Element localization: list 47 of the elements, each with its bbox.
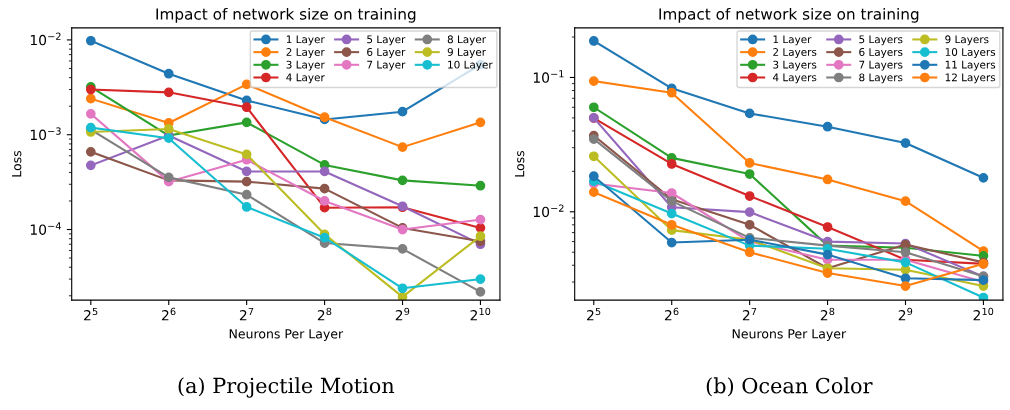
legend-label: 10 Layers	[945, 48, 996, 58]
legend-label: 5 Layers	[859, 35, 903, 46]
y-tick-label: 10$^{−3}$	[30, 127, 61, 141]
legend-label: 5 Layer	[367, 35, 406, 46]
y-tick-label: 10$^{−1}$	[533, 70, 564, 83]
x-tick-label: 2$^{9}$	[395, 307, 410, 321]
legend-label: 9 Layer	[447, 48, 487, 58]
x-tick-label: 2$^{6}$	[664, 307, 679, 321]
legend-label: 2 Layer	[286, 48, 325, 58]
legend-label: 3 Layers	[773, 60, 817, 71]
y-tick-label: 10$^{−2}$	[30, 32, 61, 46]
text: (b) Ocean Color	[706, 377, 873, 397]
chart-title: Impact of network size on training	[659, 7, 919, 23]
x-axis-title: Neurons Per Layer	[732, 329, 847, 341]
x-tick-label: 2$^{8}$	[820, 307, 835, 321]
legend-label: 7 Layer	[367, 60, 406, 71]
x-tick-label: 2$^{8}$	[317, 307, 332, 321]
y-tick-label: 10$^{−4}$	[30, 222, 61, 235]
legend-label: 8 Layer	[447, 35, 487, 46]
legend-label: 6 Layers	[859, 48, 903, 58]
legend-label: 2 Layers	[773, 48, 817, 58]
legend-label: 12 Layers	[945, 73, 996, 84]
x-tick-label: 2$^{9}$	[898, 307, 913, 321]
x-tick-label: 2$^{10}$	[973, 307, 994, 321]
legend-label: 9 Layers	[945, 35, 989, 46]
legend-label: 6 Layer	[367, 48, 406, 58]
x-tick-label: 2$^{10}$	[470, 307, 491, 321]
legend-label: 1 Layer	[286, 35, 325, 46]
legend-label: 8 Layers	[859, 73, 903, 84]
x-tick-label: 2$^{5}$	[587, 307, 601, 321]
x-tick-label: 2$^{5}$	[84, 307, 98, 321]
x-tick-label: 2$^{6}$	[161, 307, 176, 321]
legend-label: 10 Layer	[448, 60, 493, 71]
y-axis-title: Loss	[515, 150, 525, 177]
legend-label: 1 Layer	[773, 35, 812, 46]
x-axis-title: Neurons Per Layer	[229, 329, 344, 341]
legend-label: 4 Layers	[772, 73, 817, 84]
x-tick-label: 2$^{7}$	[742, 307, 757, 321]
legend-label: 11 Layers	[945, 60, 996, 71]
y-axis-title: Loss	[12, 150, 22, 177]
x-tick-label: 2$^{7}$	[239, 307, 254, 321]
y-tick-label: 10$^{−2}$	[533, 204, 564, 218]
legend-label: 4 Layer	[286, 73, 325, 84]
chart-title: Impact of network size on training	[156, 7, 416, 23]
legend-label: 3 Layer	[286, 60, 325, 71]
legend-label: 7 Layers	[859, 60, 903, 71]
text: (a) Projectile Motion	[178, 377, 395, 398]
